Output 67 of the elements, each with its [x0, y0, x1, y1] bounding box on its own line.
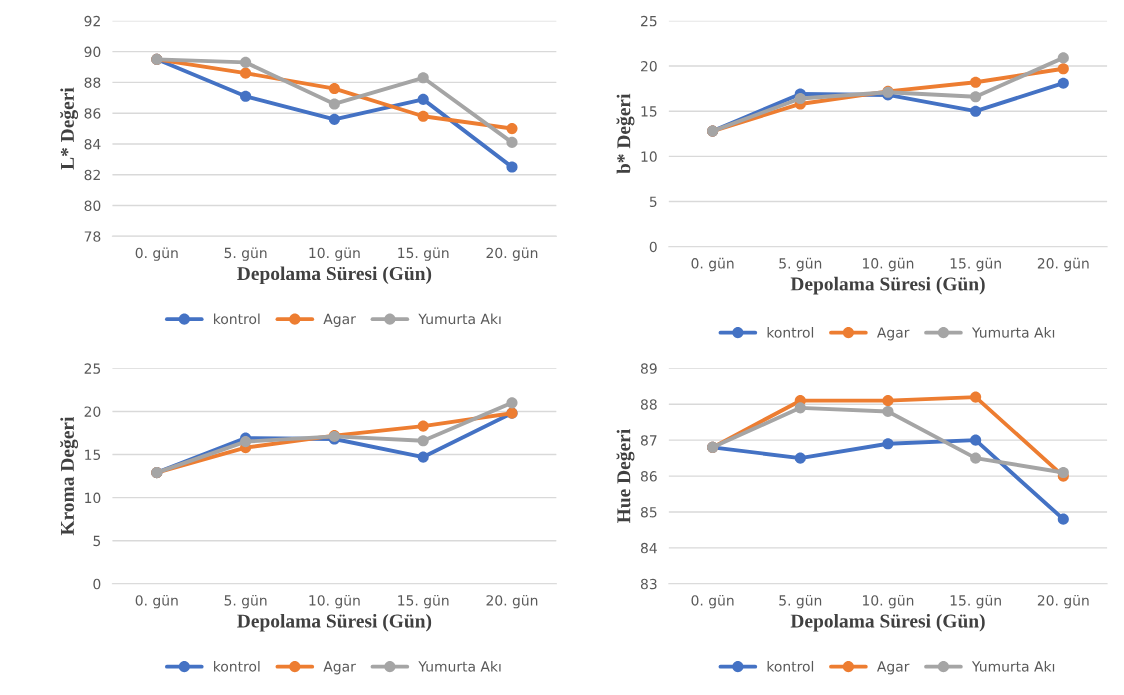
legend-label: kontrol: [214, 660, 260, 672]
y-tick-label: 15: [85, 449, 101, 460]
x-tick-label: 20. gün: [486, 594, 538, 609]
x-tick-label: 5. gün: [224, 594, 267, 609]
legend-label: Yumurta Akı: [418, 660, 501, 672]
x-tick-label: 0. gün: [135, 594, 178, 609]
x-axis-title: Depolama Süresi (Gün): [790, 613, 985, 632]
legend-label: Yumurta Akı: [971, 326, 1055, 338]
y-tick-label: 25: [641, 15, 657, 27]
x-tick-label: 15. gün: [398, 247, 449, 261]
legend-label: Agar: [323, 313, 356, 327]
y-tick-label: 5: [93, 535, 101, 547]
x-tick-label: 5. gün: [779, 257, 822, 272]
y-tick-label: 15: [641, 106, 657, 117]
y-tick-label: 84: [640, 542, 657, 554]
x-axis-title: Depolama Süresi (Gün): [237, 266, 432, 285]
y-tick-label: 5: [649, 196, 657, 208]
legend-label: Agar: [323, 661, 356, 675]
y-tick-label: 10: [641, 151, 657, 162]
y-tick-label: 92: [84, 15, 100, 27]
x-tick-label: 10. gün: [309, 247, 360, 261]
y-axis-title: b* Değeri: [616, 93, 635, 174]
x-tick-label: 0. gün: [135, 247, 178, 261]
legend-label: kontrol: [767, 660, 814, 672]
legend-label: Yumurta Akı: [971, 660, 1055, 672]
y-tick-label: 20: [641, 60, 657, 72]
x-tick-label: 5. gün: [779, 594, 822, 609]
y-tick-label: 80: [84, 200, 101, 211]
y-tick-label: 86: [640, 471, 657, 482]
y-tick-label: 88: [84, 77, 101, 88]
x-tick-label: 15. gün: [398, 594, 449, 609]
x-axis-title: Depolama Süresi (Gün): [237, 613, 432, 632]
y-tick-label: 90: [84, 46, 101, 58]
y-tick-label: 83: [640, 578, 657, 590]
x-tick-label: 15. gün: [950, 257, 1001, 272]
x-tick-label: 10. gün: [309, 594, 360, 609]
y-axis-title: L* Değeri: [60, 87, 79, 170]
y-axis-title: Kroma Değeri: [60, 416, 79, 536]
x-tick-label: 15. gün: [950, 594, 1001, 609]
x-tick-label: 20. gün: [1037, 257, 1089, 272]
y-tick-label: 25: [84, 363, 101, 374]
x-tick-label: 0. gün: [691, 257, 734, 272]
x-tick-label: 0. gün: [691, 594, 734, 609]
legend-label: kontrol: [767, 326, 814, 338]
x-tick-label: 20. gün: [486, 247, 538, 261]
legend-label: Agar: [876, 661, 910, 675]
y-tick-label: 85: [640, 506, 657, 518]
y-tick-label: 86: [84, 108, 101, 119]
y-tick-label: 84: [84, 138, 101, 150]
x-tick-label: 5. gün: [224, 247, 267, 261]
legend-label: Yumurta Akı: [418, 313, 501, 325]
y-tick-label: 87: [640, 435, 657, 446]
y-tick-label: 0: [93, 578, 101, 590]
x-axis-title: Depolama Süresi (Gün): [790, 276, 985, 295]
y-tick-label: 88: [640, 399, 657, 410]
y-tick-label: 78: [84, 231, 101, 242]
x-tick-label: 10. gün: [863, 594, 914, 609]
y-tick-label: 20: [84, 406, 101, 417]
y-axis-title: Hue Değeri: [616, 429, 635, 523]
y-tick-label: 89: [640, 363, 657, 374]
y-tick-label: 82: [84, 169, 100, 181]
x-tick-label: 10. gün: [863, 257, 914, 272]
y-tick-label: 0: [649, 241, 657, 253]
legend-label: Agar: [876, 327, 910, 341]
y-tick-label: 10: [85, 492, 101, 504]
x-tick-label: 20. gün: [1037, 594, 1089, 609]
legend-label: kontrol: [214, 313, 260, 325]
